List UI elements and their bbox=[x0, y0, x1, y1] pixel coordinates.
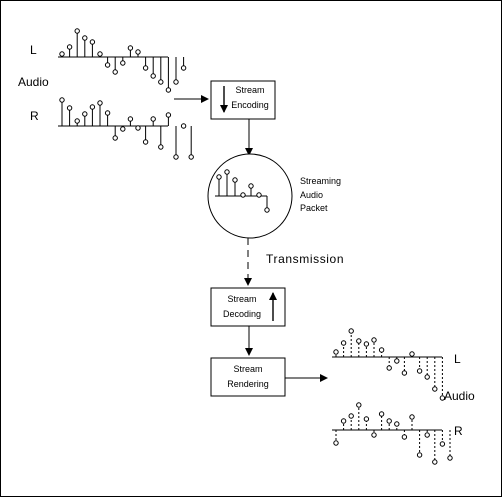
waveform-sample-dot bbox=[378, 411, 385, 417]
output-left-waveform bbox=[332, 328, 446, 401]
input-audio-label: Audio bbox=[18, 75, 49, 89]
waveform-sample-dot bbox=[424, 432, 430, 438]
waveform-sample-dot bbox=[165, 87, 172, 93]
waveform-sample-dot bbox=[74, 28, 80, 34]
waveform-sample-dot bbox=[401, 370, 408, 376]
waveform-sample-dot bbox=[363, 416, 370, 422]
waveform-sample-dot bbox=[264, 207, 270, 213]
waveform-sample-dot bbox=[188, 154, 194, 160]
waveform-sample-dot bbox=[165, 112, 172, 118]
waveform-sample-dot bbox=[82, 35, 88, 41]
waveform-sample-dot bbox=[348, 413, 354, 419]
waveform-sample-dot bbox=[416, 452, 423, 458]
waveform-sample-dot bbox=[378, 347, 385, 353]
waveform-sample-dot bbox=[401, 434, 408, 440]
waveform-sample-dot bbox=[104, 110, 111, 116]
input-left-channel-label: L bbox=[30, 43, 37, 57]
waveform-sample-dot bbox=[142, 139, 149, 145]
input-right-channel-label: R bbox=[30, 109, 39, 123]
waveform-sample-dot bbox=[66, 44, 73, 50]
waveform-sample-dot bbox=[224, 169, 230, 175]
stream-rendering-box bbox=[210, 357, 286, 397]
waveform-sample-dot bbox=[424, 374, 430, 380]
waveform-sample-dot bbox=[150, 73, 156, 79]
waveform-sample-dot bbox=[240, 192, 246, 198]
output-right-waveform bbox=[332, 402, 453, 465]
waveform-sample-dot bbox=[256, 192, 262, 198]
waveform-sample-dot bbox=[340, 418, 347, 424]
packet-label-line2: Audio bbox=[300, 190, 324, 200]
input-left-waveform bbox=[58, 28, 187, 93]
waveform-sample-dot bbox=[216, 174, 222, 180]
waveform-sample-dot bbox=[348, 328, 354, 334]
rendering-box-line2: Rendering bbox=[227, 379, 269, 389]
waveform-sample-dot bbox=[66, 105, 73, 111]
waveform-sample-dot bbox=[439, 441, 446, 447]
waveform-sample-dot bbox=[180, 123, 187, 129]
waveform-sample-dot bbox=[371, 337, 377, 343]
waveform-sample-dot bbox=[142, 65, 149, 71]
waveform-sample-dot bbox=[340, 340, 347, 346]
waveform-sample-dot bbox=[371, 432, 377, 438]
packet-label-line3: Packet bbox=[300, 203, 328, 213]
waveform-sample-dot bbox=[333, 349, 339, 355]
waveform-sample-dot bbox=[135, 125, 141, 131]
waveform-sample-dot bbox=[180, 65, 187, 71]
waveform-sample-dot bbox=[59, 51, 65, 57]
decoding-box-line2: Decoding bbox=[222, 309, 262, 319]
encoding-box-line1: Stream bbox=[235, 85, 265, 95]
waveform-sample-dot bbox=[127, 116, 134, 122]
packet-waveform bbox=[215, 169, 270, 213]
waveform-sample-dot bbox=[89, 104, 96, 110]
output-right-channel-label: R bbox=[454, 424, 463, 438]
waveform-sample-dot bbox=[416, 368, 423, 374]
waveform-sample-dot bbox=[120, 126, 126, 132]
waveform-sample-dot bbox=[432, 459, 438, 465]
waveform-sample-dot bbox=[333, 440, 339, 446]
waveform-sample-dot bbox=[104, 62, 111, 68]
waveform-sample-dot bbox=[394, 421, 400, 427]
waveform-sample-dot bbox=[59, 97, 65, 103]
waveform-sample-dot bbox=[394, 358, 400, 364]
waveform-sample-dot bbox=[112, 69, 118, 75]
waveform-sample-dot bbox=[89, 39, 96, 45]
waveform-sample-dot bbox=[97, 100, 103, 106]
waveform-sample-dot bbox=[74, 118, 80, 124]
waveform-sample-dot bbox=[439, 395, 446, 401]
waveform-sample-dot bbox=[356, 338, 362, 344]
output-audio-label: Audio bbox=[444, 389, 475, 403]
waveform-sample-dot bbox=[135, 49, 141, 55]
decoding-box-line1: Stream bbox=[227, 294, 257, 304]
waveform-sample-dot bbox=[386, 365, 392, 371]
waveform-sample-dot bbox=[173, 79, 179, 85]
waveform-sample-dot bbox=[127, 45, 134, 51]
waveform-sample-dot bbox=[158, 79, 164, 85]
waveform-sample-dot bbox=[112, 135, 118, 141]
rendering-box-line1: Stream bbox=[233, 364, 263, 374]
waveform-sample-dot bbox=[120, 60, 126, 66]
encoding-box-line2: Encoding bbox=[231, 100, 269, 110]
waveform-sample-dot bbox=[409, 351, 415, 357]
transmission-label: Transmission bbox=[266, 252, 345, 266]
waveform-sample-dot bbox=[248, 183, 254, 189]
output-left-channel-label: L bbox=[454, 352, 461, 366]
waveform-sample-dot bbox=[97, 51, 103, 57]
waveform-sample-dot bbox=[356, 402, 362, 408]
packet-label-line1: Streaming bbox=[300, 176, 342, 186]
waveform-sample-dot bbox=[447, 455, 453, 461]
waveform-sample-dot bbox=[409, 414, 415, 420]
waveform-sample-dot bbox=[386, 418, 392, 424]
waveform-sample-dot bbox=[363, 341, 370, 347]
waveform-sample-dot bbox=[232, 177, 238, 183]
waveform-sample-dot bbox=[150, 116, 156, 122]
waveform-sample-dot bbox=[82, 111, 88, 117]
waveform-sample-dot bbox=[173, 154, 179, 160]
input-right-waveform bbox=[58, 97, 194, 160]
waveform-sample-dot bbox=[432, 386, 438, 392]
waveform-sample-dot bbox=[158, 144, 164, 150]
